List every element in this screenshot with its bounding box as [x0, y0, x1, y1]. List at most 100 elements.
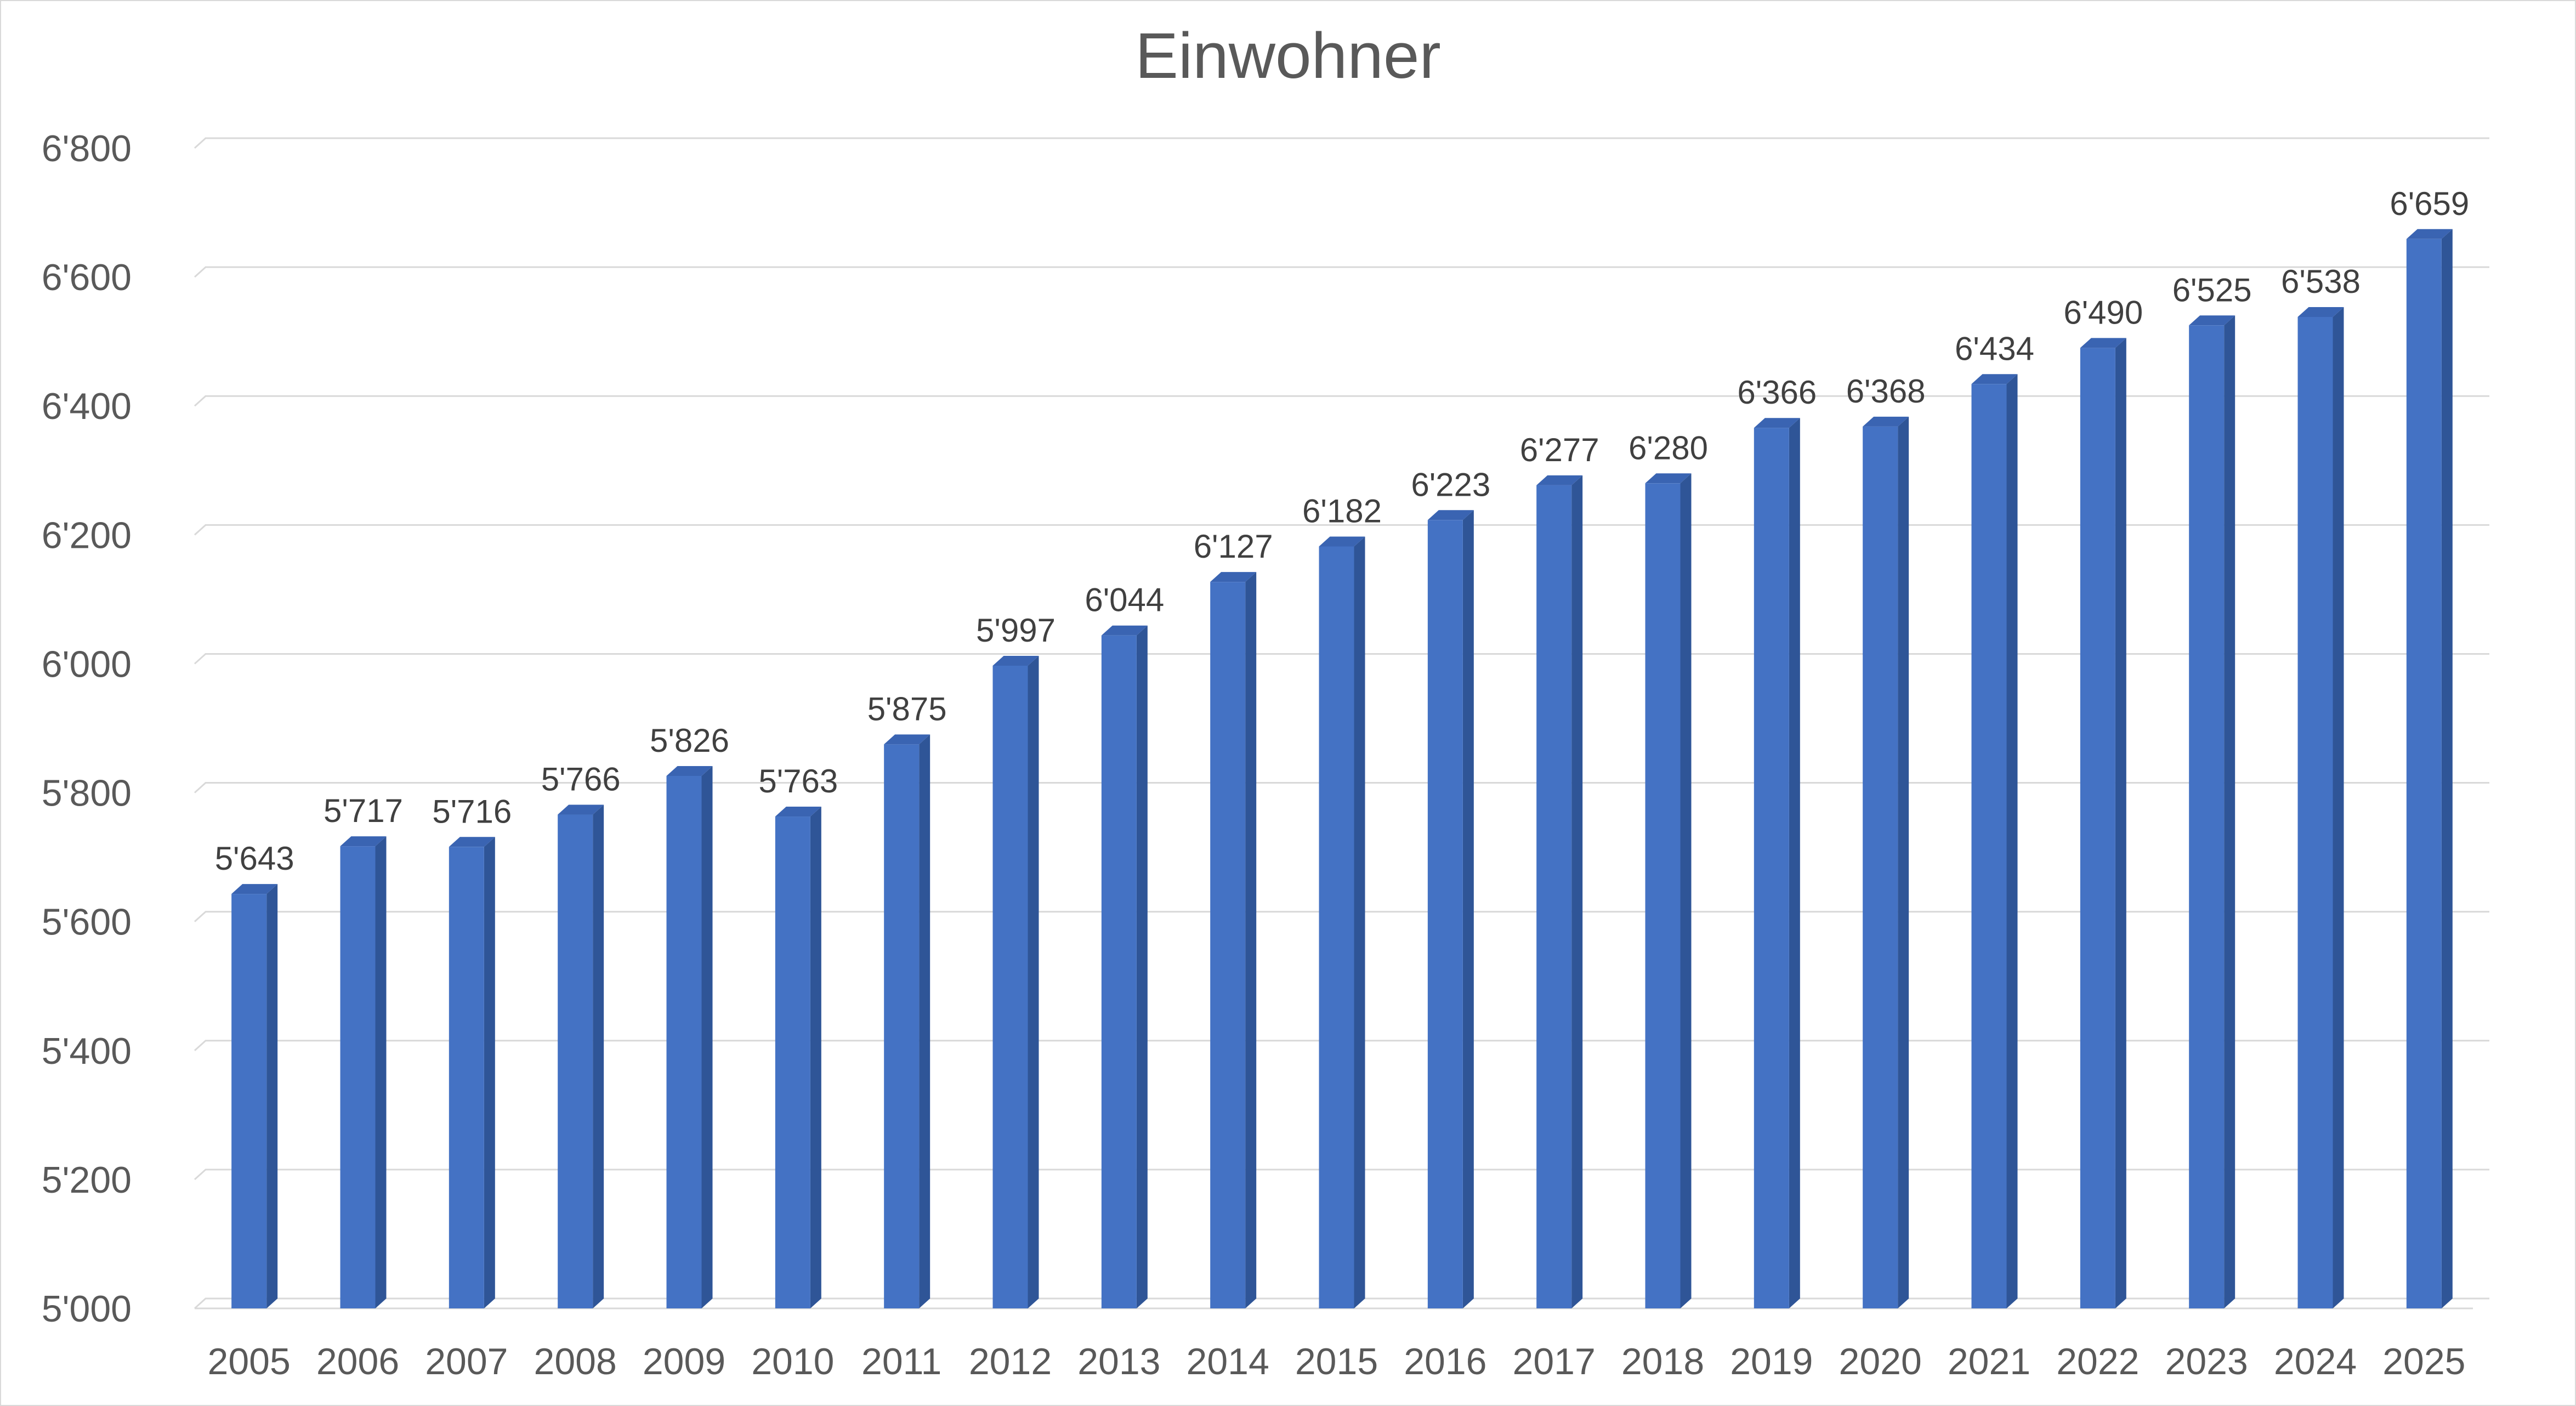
bar-side: [701, 766, 713, 1308]
bar: [2080, 338, 2126, 1308]
bar-side: [266, 884, 278, 1308]
y-tick-label: 6'600: [42, 257, 132, 298]
gridline: [194, 1169, 2489, 1181]
bar: [340, 836, 387, 1308]
data-label: 5'763: [758, 763, 838, 800]
gridline: [194, 1040, 2489, 1051]
x-tick-label: 2014: [1187, 1341, 1269, 1382]
bar-front: [1319, 546, 1354, 1308]
bar: [1971, 374, 2018, 1308]
y-tick-label: 6'400: [42, 385, 132, 427]
bar-side: [1354, 536, 1365, 1308]
bar-side: [2441, 229, 2453, 1309]
data-label: 5'875: [867, 690, 947, 727]
gridline: [194, 911, 2489, 922]
bar-top: [775, 807, 821, 817]
bar-side: [2115, 338, 2126, 1308]
bar-front: [2297, 316, 2333, 1308]
x-tick-label: 2005: [208, 1341, 291, 1382]
bar: [2297, 307, 2344, 1308]
bar-top: [558, 804, 604, 815]
bar-front: [2189, 325, 2225, 1308]
gridline: [194, 653, 2489, 665]
bar-side: [1136, 625, 1148, 1308]
bar-side: [2224, 315, 2235, 1308]
data-label: 5'766: [541, 761, 621, 798]
bar: [2406, 229, 2453, 1309]
bar-front: [558, 814, 593, 1308]
bar-top: [2189, 315, 2235, 326]
bar-top: [2080, 338, 2126, 348]
bar: [1754, 418, 1800, 1308]
data-label: 6'280: [1629, 429, 1708, 466]
bar-side: [1789, 418, 1800, 1308]
data-label: 6'366: [1737, 374, 1817, 411]
data-label: 5'826: [650, 722, 729, 759]
x-tick-label: 2013: [1077, 1341, 1160, 1382]
x-tick-label: 2007: [425, 1341, 508, 1382]
y-axis: 5'000 5'200 5'400 5'600 5'800 6'000 6'200 6'400…: [42, 128, 132, 1330]
y-tick-label: 5'200: [42, 1159, 132, 1201]
bar: [1863, 416, 1909, 1308]
bar-front: [1536, 485, 1572, 1308]
gridline: [194, 137, 2489, 149]
bar: [1645, 473, 1692, 1309]
bar-top: [666, 766, 713, 776]
y-tick-label: 6'000: [42, 643, 132, 685]
x-axis: 2005 2006 2007 2008 2009 2010 2011 2012 2013 2014…: [208, 1341, 2466, 1382]
bar: [884, 734, 930, 1308]
y-tick-label: 6'200: [42, 514, 132, 556]
bar-front: [992, 665, 1028, 1308]
bar: [1101, 625, 1148, 1308]
bar: [558, 804, 604, 1308]
bar: [1427, 510, 1474, 1308]
bar-front: [340, 846, 376, 1308]
data-label: 6'659: [2390, 185, 2469, 222]
bar-side: [1245, 572, 1257, 1308]
bar-top: [1971, 374, 2018, 384]
bar-top: [231, 884, 278, 894]
bar-top: [2297, 307, 2344, 317]
gridline: [194, 782, 2489, 793]
bar-side: [1680, 473, 1692, 1309]
data-label: 6'277: [1520, 432, 1599, 468]
bar-front: [884, 744, 920, 1308]
bar: [666, 766, 713, 1308]
x-tick-label: 2020: [1839, 1341, 1922, 1382]
bar-front: [1427, 520, 1463, 1308]
gridline: [194, 395, 2489, 407]
bar-top: [1645, 473, 1692, 484]
data-label: 6'525: [2172, 271, 2252, 308]
bar-side: [1898, 416, 1909, 1308]
x-tick-label: 2017: [1513, 1341, 1596, 1382]
data-labels: 5'643 5'717 5'716 5'766 5'826 5'763 5'875 5'997…: [215, 185, 2470, 877]
bar: [1210, 572, 1257, 1308]
y-tick-label: 5'000: [42, 1288, 132, 1330]
data-label: 6'044: [1085, 582, 1164, 619]
bar-top: [1101, 625, 1148, 636]
bar-front: [1101, 635, 1137, 1308]
bar-front: [775, 817, 810, 1308]
data-label: 6'223: [1411, 466, 1490, 503]
data-label: 5'643: [215, 840, 294, 877]
data-label: 5'716: [432, 793, 512, 830]
bar-front: [231, 894, 267, 1308]
data-label: 6'127: [1194, 528, 1273, 565]
bars: [231, 229, 2453, 1309]
bar-top: [1754, 418, 1800, 428]
x-tick-label: 2010: [751, 1341, 834, 1382]
bar-front: [1210, 582, 1246, 1308]
bar-side: [1028, 655, 1039, 1308]
bar: [1536, 475, 1583, 1308]
bar-side: [810, 807, 821, 1308]
x-tick-label: 2015: [1295, 1341, 1378, 1382]
x-tick-label: 2025: [2382, 1341, 2465, 1382]
bar-top: [2406, 229, 2453, 239]
data-label: 6'538: [2281, 263, 2361, 300]
bar-front: [2080, 348, 2115, 1308]
bar-side: [375, 836, 387, 1308]
gridline: [194, 524, 2489, 536]
data-label: 5'997: [976, 612, 1056, 649]
